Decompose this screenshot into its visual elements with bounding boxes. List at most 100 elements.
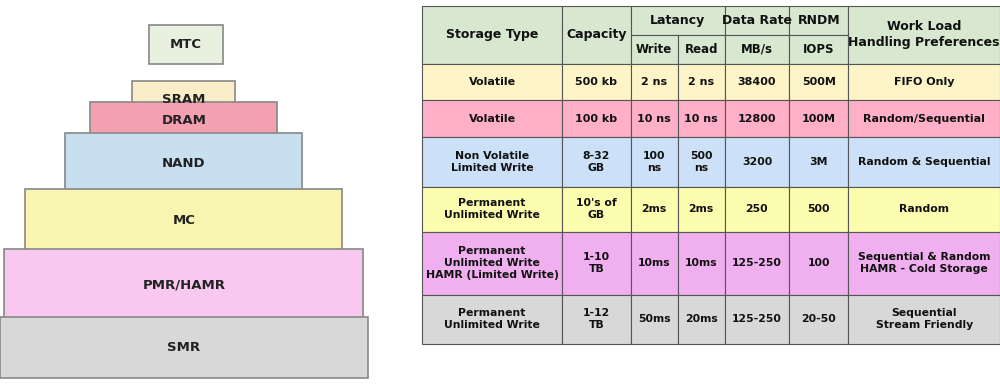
Text: Volatile: Volatile <box>469 114 516 124</box>
Text: 2 ns: 2 ns <box>688 77 714 87</box>
Text: 50ms: 50ms <box>638 315 670 324</box>
Text: MC: MC <box>172 215 195 227</box>
Text: Random/Sequential: Random/Sequential <box>863 114 985 124</box>
Bar <box>562 232 631 295</box>
Text: 12800: 12800 <box>738 114 776 124</box>
Bar <box>789 35 848 64</box>
Bar <box>631 64 678 100</box>
Bar <box>789 295 848 344</box>
Bar <box>631 137 678 187</box>
Bar <box>422 64 562 100</box>
Text: NAND: NAND <box>162 157 206 169</box>
Text: 100: 100 <box>807 259 830 268</box>
Bar <box>789 187 848 232</box>
Bar <box>562 100 631 137</box>
Text: Write: Write <box>636 43 672 56</box>
Text: Sequential
Stream Friendly: Sequential Stream Friendly <box>876 308 973 330</box>
Bar <box>631 187 678 232</box>
Text: 500
ns: 500 ns <box>690 151 712 173</box>
Text: 2ms: 2ms <box>641 205 667 214</box>
Text: 38400: 38400 <box>738 77 776 87</box>
Text: 10ms: 10ms <box>685 259 717 268</box>
Bar <box>678 100 725 137</box>
Text: RNDM: RNDM <box>797 14 840 27</box>
Bar <box>422 187 562 232</box>
Text: 3M: 3M <box>809 157 828 167</box>
Bar <box>422 137 562 187</box>
Text: 10ms: 10ms <box>638 259 670 268</box>
Bar <box>678 232 725 295</box>
Bar <box>631 6 725 35</box>
Bar <box>4 249 363 320</box>
Text: Read: Read <box>684 43 718 56</box>
Bar <box>848 100 1000 137</box>
Text: 250: 250 <box>746 205 768 214</box>
Text: 10's of
GB: 10's of GB <box>576 198 617 220</box>
Text: PMR/HAMR: PMR/HAMR <box>142 278 225 291</box>
Text: 20-50: 20-50 <box>801 315 836 324</box>
Text: Work Load
Handling Preferences: Work Load Handling Preferences <box>848 20 1000 49</box>
Bar <box>789 137 848 187</box>
Bar <box>678 187 725 232</box>
Bar <box>725 100 789 137</box>
Bar <box>422 295 562 344</box>
Text: SRAM: SRAM <box>162 93 205 106</box>
Bar <box>25 189 342 253</box>
Bar <box>789 64 848 100</box>
Text: Random: Random <box>899 205 949 214</box>
Text: SMR: SMR <box>167 341 200 354</box>
Bar <box>132 81 235 118</box>
Text: 125-250: 125-250 <box>732 259 782 268</box>
Bar <box>678 35 725 64</box>
Text: 1-12
TB: 1-12 TB <box>583 308 610 330</box>
Bar <box>562 137 631 187</box>
Bar <box>725 64 789 100</box>
Text: Volatile: Volatile <box>469 77 516 87</box>
Text: 500: 500 <box>807 205 830 214</box>
Bar <box>422 100 562 137</box>
Text: Latancy: Latancy <box>650 14 705 27</box>
Text: Non Volatile
Limited Write: Non Volatile Limited Write <box>451 151 533 173</box>
Text: 10 ns: 10 ns <box>637 114 671 124</box>
Bar <box>848 295 1000 344</box>
Text: Sequential & Random
HAMR - Cold Storage: Sequential & Random HAMR - Cold Storage <box>858 252 990 274</box>
Text: FIFO Only: FIFO Only <box>894 77 954 87</box>
Bar <box>678 137 725 187</box>
Text: Permanent
Unlimited Write: Permanent Unlimited Write <box>444 308 540 330</box>
Text: Storage Type: Storage Type <box>446 28 538 41</box>
Text: IOPS: IOPS <box>803 43 834 56</box>
Text: 1-10
TB: 1-10 TB <box>583 252 610 274</box>
Text: 100M: 100M <box>802 114 836 124</box>
Bar <box>631 295 678 344</box>
Text: 500M: 500M <box>802 77 836 87</box>
Bar <box>848 64 1000 100</box>
Text: 10 ns: 10 ns <box>684 114 718 124</box>
Text: 20ms: 20ms <box>685 315 718 324</box>
Bar <box>631 35 678 64</box>
Text: Data Rate: Data Rate <box>722 14 792 27</box>
Text: MB/s: MB/s <box>741 43 773 56</box>
Bar <box>631 100 678 137</box>
Text: Random & Sequential: Random & Sequential <box>858 157 990 167</box>
Bar <box>789 6 848 35</box>
Text: Permanent
Unlimited Write
HAMR (Limited Write): Permanent Unlimited Write HAMR (Limited … <box>426 246 559 281</box>
Text: Capacity: Capacity <box>566 28 627 41</box>
Bar <box>725 295 789 344</box>
Bar <box>789 232 848 295</box>
Bar <box>725 137 789 187</box>
Bar <box>725 6 789 35</box>
Bar <box>65 133 302 193</box>
Text: 2ms: 2ms <box>689 205 714 214</box>
Text: 8-32
GB: 8-32 GB <box>583 151 610 173</box>
Bar <box>848 232 1000 295</box>
Bar <box>149 25 223 64</box>
Bar <box>0 317 368 378</box>
Text: 3200: 3200 <box>742 157 772 167</box>
Text: 100 kb: 100 kb <box>575 114 618 124</box>
Bar <box>678 295 725 344</box>
Bar <box>422 6 562 64</box>
Bar <box>631 232 678 295</box>
Bar <box>562 187 631 232</box>
Bar <box>725 35 789 64</box>
Text: 125-250: 125-250 <box>732 315 782 324</box>
